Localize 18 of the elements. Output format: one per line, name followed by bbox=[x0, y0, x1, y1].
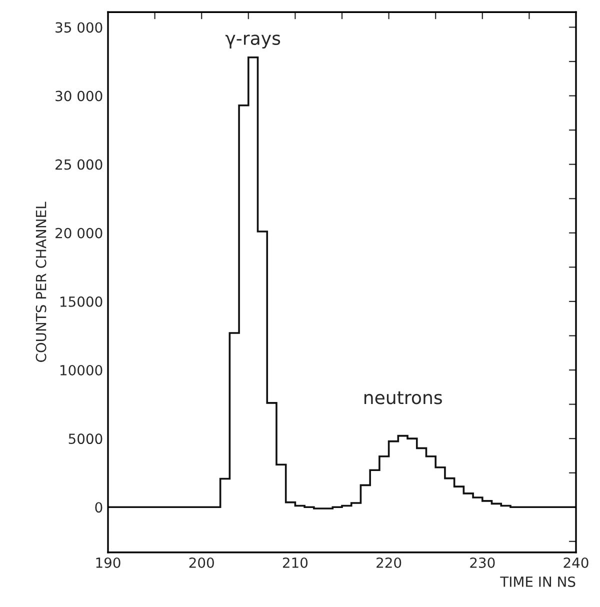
y-tick-label: 20 000 bbox=[56, 228, 102, 238]
x-tick-label: 240 bbox=[564, 557, 588, 568]
y-tick-label: 5000 bbox=[68, 434, 102, 444]
x-tick-label: 200 bbox=[189, 557, 214, 568]
annotation: γ-rays bbox=[225, 34, 280, 49]
y-tick-label: 25 000 bbox=[56, 159, 102, 170]
y-axis-title: COUNTS PER CHANNEL bbox=[36, 202, 46, 362]
y-tick-label: 0 bbox=[95, 502, 102, 513]
x-tick-label: 210 bbox=[282, 557, 308, 568]
x-tick-label: 190 bbox=[96, 557, 120, 568]
y-tick-label: 10000 bbox=[60, 364, 102, 376]
y-tick-label: 35 000 bbox=[56, 22, 102, 33]
x-tick-label: 220 bbox=[376, 557, 402, 568]
annotation: neutrons bbox=[364, 391, 442, 404]
y-tick-label: 30 000 bbox=[56, 90, 102, 102]
x-axis-title: TIME IN NS bbox=[500, 576, 576, 587]
x-tick-label: 230 bbox=[470, 557, 495, 568]
y-tick-label: 15000 bbox=[60, 296, 102, 307]
